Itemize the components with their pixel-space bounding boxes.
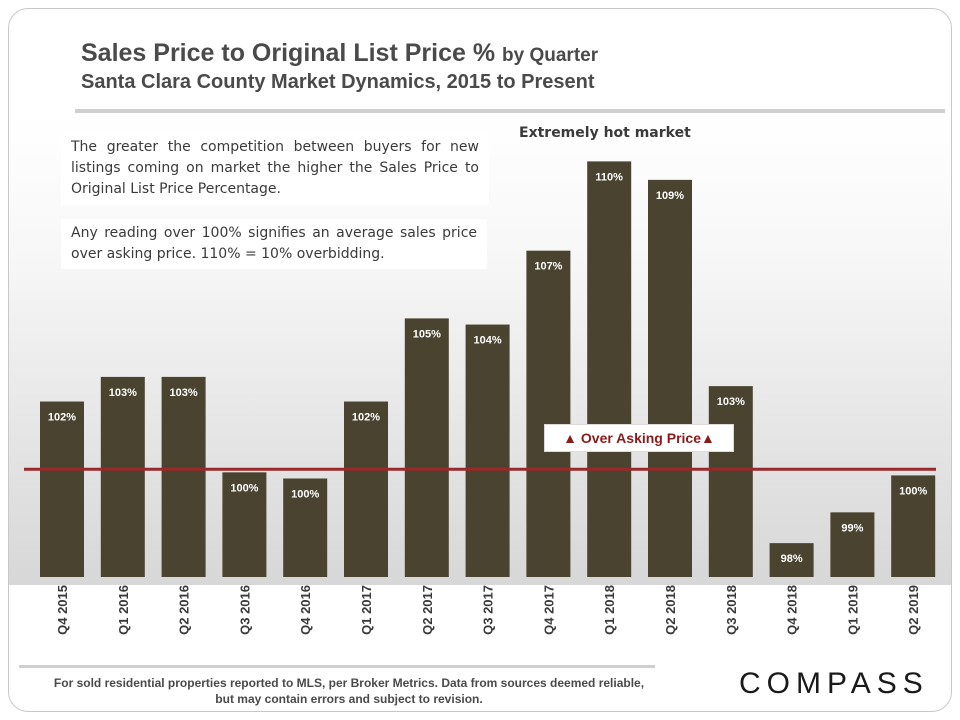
hot-market-label: Extremely hot market [519,125,691,141]
data-label: 100% [230,482,258,494]
data-label: 105% [413,328,441,340]
title-divider [75,109,945,113]
data-label: 103% [109,387,137,399]
x-tick-label: Q4 2018 [785,585,800,635]
competition-note: The greater the competition between buye… [61,133,489,205]
bar-q1-2018 [587,161,632,577]
bar-q1-2016 [100,376,145,577]
bar-q1-2017 [344,401,388,577]
bar-q4-2017 [526,250,571,577]
chart-title: Sales Price to Original List Price % by … [81,39,598,68]
bar-q2-2016 [161,376,206,577]
x-tick-label: Q1 2018 [602,585,617,635]
data-label: 99% [841,522,863,534]
bar-q2-2019 [891,475,936,577]
x-tick-label: Q2 2016 [177,585,192,635]
data-label: 102% [352,412,380,424]
over-100-note: Any reading over 100% signifies an avera… [61,219,487,269]
data-label: 98% [781,553,803,565]
chart-subtitle: Santa Clara County Market Dynamics, 2015… [81,71,595,93]
footer-source-note: For sold residential properties reported… [53,676,645,706]
bar-q3-2018 [708,386,753,577]
x-tick-label: Q3 2017 [481,585,496,635]
x-tick-label: Q1 2017 [359,585,374,635]
x-tick-label: Q4 2015 [55,585,70,635]
data-label: 110% [595,171,623,183]
x-tick-label: Q3 2018 [724,585,739,635]
x-tick-label: Q4 2017 [541,585,556,635]
data-label: 103% [717,396,745,408]
chart-title-suffix: by Quarter [502,45,599,66]
bar-q4-2018 [769,543,814,577]
x-tick-label: Q1 2016 [116,585,131,635]
data-label: 100% [899,485,927,497]
data-label: 109% [656,190,684,202]
data-label: 102% [48,412,76,424]
x-tick-label: Q2 2018 [663,585,678,635]
footer-divider [19,665,655,668]
x-tick-label: Q4 2016 [298,585,313,635]
x-tick-label: Q2 2017 [420,585,435,635]
bar-q3-2017 [465,324,510,577]
bar-q2-2017 [404,318,449,577]
bar-q1-2019 [830,512,875,577]
data-label: 100% [291,488,319,500]
bar-q4-2015 [40,401,84,577]
data-label: 107% [534,261,562,273]
x-tick-label: Q2 2019 [906,585,921,635]
x-tick-label: Q1 2019 [845,585,860,635]
bar-q4-2016 [283,478,328,577]
compass-logo: COMPASS [739,667,929,700]
data-label: 104% [474,335,502,347]
data-label: 103% [170,387,198,399]
chart-title-main: Sales Price to Original List Price % [81,39,496,67]
over-asking-label: ▲ Over Asking Price▲ [544,424,734,452]
x-tick-label: Q3 2016 [237,585,252,635]
bar-q2-2018 [648,179,692,577]
bar-q3-2016 [222,472,267,577]
